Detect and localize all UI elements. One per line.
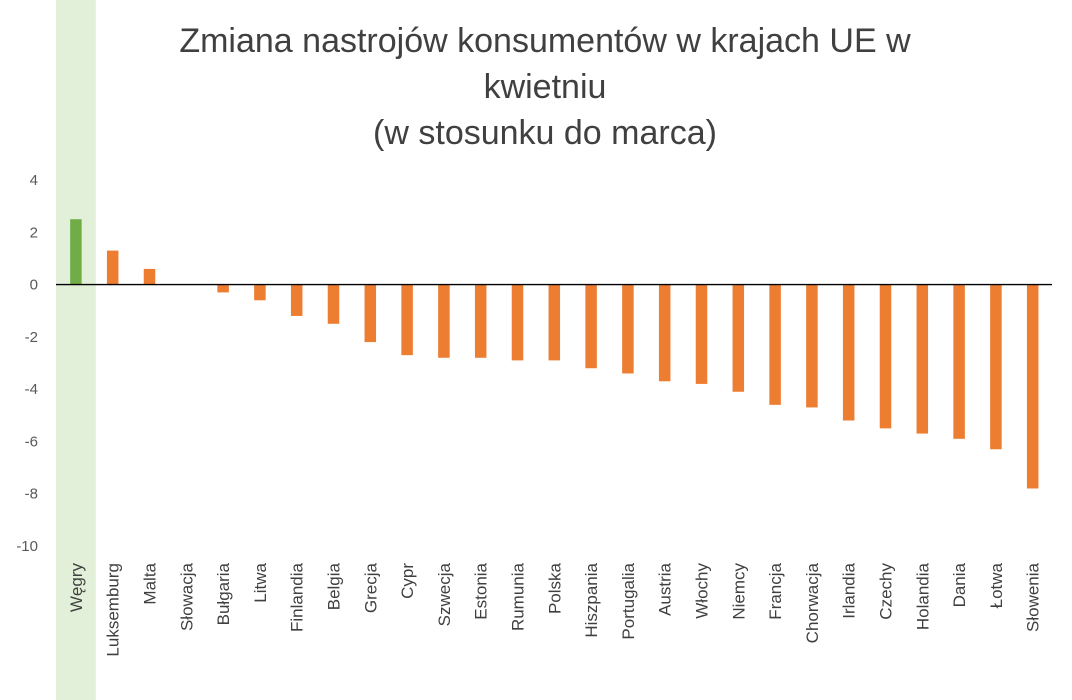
x-tick-label-dania: Dania (950, 562, 969, 607)
y-tick-label: -4 (25, 381, 38, 398)
chart-title-line-3: (w stosunku do marca) (373, 114, 717, 152)
bar-luksemburg (106, 250, 119, 285)
x-tick-label-austria: Austria (656, 562, 675, 615)
bar-estonia (474, 284, 487, 358)
bar-portugalia (622, 284, 634, 374)
x-tick-label-włochy: Włochy (693, 563, 712, 619)
y-tick-label: 0 (30, 277, 38, 294)
x-tick-label-rumunia: Rumunia (509, 562, 528, 631)
bar-polska (548, 284, 561, 361)
bar-malta (143, 268, 156, 285)
x-tick-label-hiszpania: Hiszpania (582, 562, 601, 637)
x-tick-label-słowenia: Słowenia (1024, 562, 1043, 632)
bar-niemcy (732, 284, 745, 392)
highlight-band (56, 0, 96, 700)
bar-cypr (401, 284, 413, 356)
bar-włochy (695, 284, 708, 384)
chart-title-line-1: Zmiana nastrojów konsumentów w krajach U… (179, 22, 911, 60)
y-tick-label: -8 (25, 486, 38, 503)
y-axis-ticks: 4 2 0 -2 -4 -6 -8 -10 (16, 172, 38, 555)
chart-title-line-2: kwietniu (483, 68, 607, 106)
bar-finlandia (290, 284, 303, 316)
x-axis-labels: Węgry Luksemburg Malta Słowacja Bułgaria Litw… (67, 562, 1043, 656)
x-tick-label-słowacja: Słowacja (177, 562, 196, 631)
y-tick-label: -2 (25, 329, 38, 346)
bar-irlandia (842, 284, 855, 421)
x-tick-label-bułgaria: Bułgaria (214, 562, 233, 625)
bar-holandia (916, 284, 929, 434)
x-tick-label-holandia: Holandia (913, 562, 932, 630)
x-tick-label-cypr: Cypr (398, 563, 417, 599)
x-tick-label-grecja: Grecja (361, 562, 380, 613)
bar-belgia (327, 284, 340, 324)
bars-group (70, 219, 1039, 489)
chart-title: Zmiana nastrojów konsumentów w krajach U… (110, 18, 980, 156)
x-tick-label-litwa: Litwa (251, 562, 270, 602)
bar-węgry (70, 219, 82, 285)
bar-bułgaria (217, 284, 229, 293)
y-tick-label: -6 (25, 433, 38, 450)
x-tick-label-portugalia: Portugalia (619, 562, 638, 639)
x-tick-label-węgry: Węgry (67, 563, 86, 613)
y-tick-label: 4 (30, 172, 38, 189)
bar-słowenia (1026, 284, 1039, 489)
bar-rumunia (511, 284, 524, 361)
x-tick-label-niemcy: Niemcy (729, 563, 748, 620)
bar-francja (769, 284, 781, 405)
y-tick-label: -10 (16, 538, 38, 555)
bar-grecja (364, 284, 377, 343)
x-tick-label-francja: Francja (766, 562, 785, 619)
bar-czechy (879, 284, 892, 429)
y-tick-label: 2 (30, 224, 38, 241)
x-tick-label-czechy: Czechy (877, 563, 896, 620)
x-tick-label-chorwacja: Chorwacja (803, 562, 822, 643)
x-tick-label-irlandia: Irlandia (840, 562, 859, 618)
x-tick-label-luksemburg: Luksemburg (104, 563, 123, 657)
x-tick-label-polska: Polska (545, 562, 564, 614)
bar-hiszpania (585, 284, 597, 369)
bar-litwa (254, 284, 266, 301)
bar-szwecja (438, 284, 450, 358)
x-tick-label-belgia: Belgia (325, 562, 344, 610)
x-tick-label-finlandia: Finlandia (288, 562, 307, 632)
bar-austria (658, 284, 671, 382)
x-tick-label-szwecja: Szwecja (435, 562, 454, 626)
x-tick-label-estonia: Estonia (472, 562, 491, 619)
bar-chorwacja (806, 284, 818, 408)
bar-dania (953, 284, 965, 439)
bar-łotwa (990, 284, 1002, 450)
x-tick-label-malta: Malta (141, 562, 160, 604)
x-tick-label-łotwa: Łotwa (987, 562, 1006, 608)
